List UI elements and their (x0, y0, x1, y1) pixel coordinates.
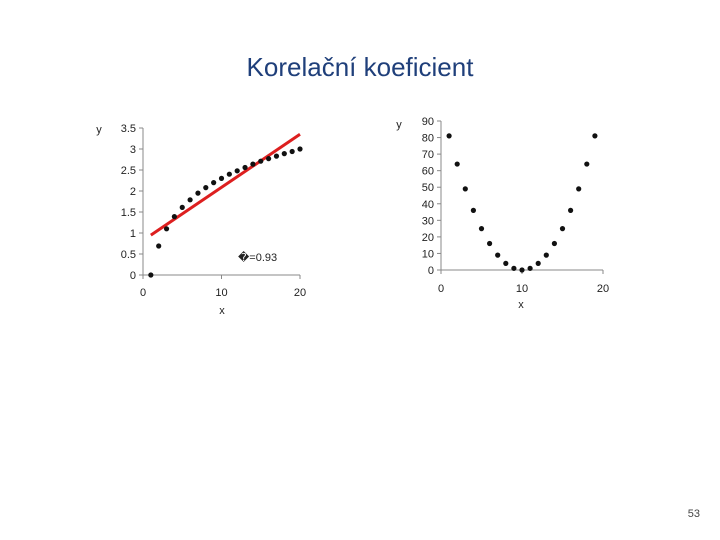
data-point (543, 252, 549, 258)
data-point (527, 265, 533, 271)
data-point (187, 197, 193, 203)
data-point (446, 133, 452, 139)
slide-title: Korelační koeficient (246, 52, 474, 82)
data-point (487, 240, 493, 247)
x-tick-label: 10 (516, 283, 528, 295)
x-axis-label: x (518, 299, 524, 311)
data-point (584, 161, 590, 167)
y-tick-label: 60 (422, 166, 434, 178)
y-tick-label: 50 (422, 182, 434, 194)
data-point (281, 151, 287, 157)
y-tick-label: 0.5 (121, 249, 136, 261)
data-point (226, 171, 232, 177)
data-point (156, 243, 162, 249)
data-point (273, 153, 280, 159)
data-point (478, 226, 485, 232)
y-tick-label: 40 (422, 199, 434, 211)
x-tick-label: 20 (597, 283, 609, 295)
data-point (495, 252, 501, 258)
y-tick-label: 70 (422, 149, 434, 161)
data-point (163, 226, 170, 232)
page-number: 53 (687, 508, 700, 520)
data-point (242, 164, 248, 171)
y-axis-label: y (396, 119, 402, 131)
y-tick-label: 2 (130, 186, 136, 198)
y-tick-label: 30 (422, 215, 434, 227)
y-tick-label: 2.5 (121, 165, 136, 177)
x-tick-label: 0 (140, 287, 146, 299)
data-point (250, 161, 256, 167)
x-tick-label: 20 (294, 287, 306, 299)
data-point (179, 204, 185, 210)
y-tick-label: 0 (130, 270, 136, 282)
y-tick-label: 80 (422, 133, 434, 145)
data-point (462, 186, 468, 192)
data-point (519, 267, 525, 273)
data-point (551, 240, 558, 247)
y-axis-label: y (96, 124, 102, 136)
data-point (503, 260, 509, 266)
data-point (203, 185, 209, 191)
data-point (470, 207, 476, 213)
data-point (454, 161, 460, 167)
data-point (266, 156, 272, 162)
y-tick-label: 10 (422, 248, 434, 260)
data-point (171, 214, 177, 220)
data-point (148, 272, 154, 278)
data-point (576, 186, 582, 192)
data-point (535, 260, 541, 266)
y-tick-label: 1 (130, 228, 136, 240)
x-tick-label: 10 (215, 287, 227, 299)
data-point (258, 158, 264, 164)
data-point (289, 148, 295, 155)
data-point (511, 265, 517, 271)
x-axis-label: x (219, 305, 225, 317)
data-point (568, 207, 574, 213)
data-point (195, 190, 201, 196)
y-tick-label: 3.5 (121, 123, 136, 135)
data-point (297, 146, 303, 152)
x-tick-label: 0 (438, 283, 444, 295)
data-point (559, 226, 566, 232)
y-tick-label: 3 (130, 144, 136, 156)
y-tick-label: 90 (422, 116, 434, 128)
data-point (592, 133, 598, 139)
data-point (211, 180, 217, 186)
y-tick-label: 0 (428, 265, 434, 277)
correlation-annotation: �=0.93 (238, 250, 277, 264)
data-point (234, 168, 240, 174)
y-tick-label: 20 (422, 232, 434, 244)
data-point (218, 175, 225, 181)
y-tick-label: 1.5 (121, 207, 136, 219)
